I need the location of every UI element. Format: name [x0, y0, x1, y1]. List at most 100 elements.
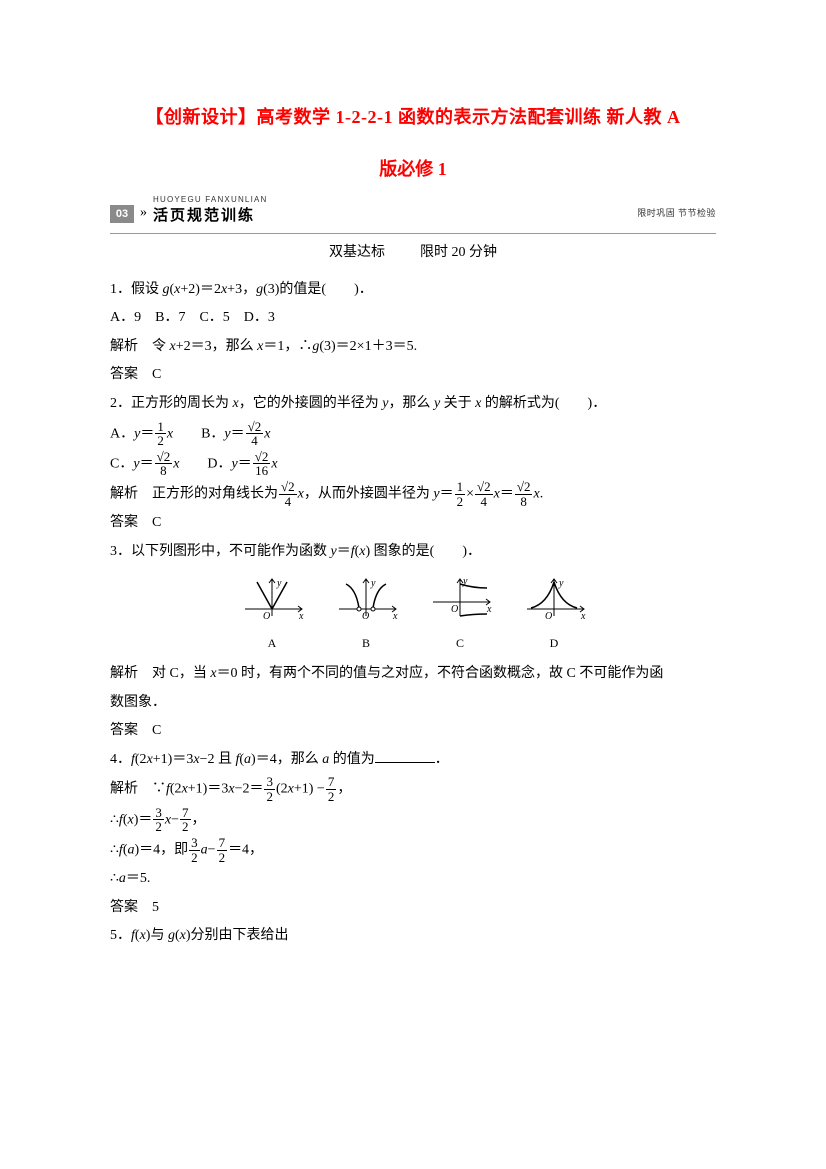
q2-fracA-den: 2 — [155, 434, 166, 448]
q4-f: )＝4，那么 — [251, 752, 322, 767]
q2-optionsCD: C．y＝√28x D．y＝√216x — [110, 450, 716, 478]
doc-title-line2: 版必修 1 — [110, 152, 716, 186]
q1-d: +3， — [227, 282, 256, 297]
q2-a: 2．正方形的周长为 — [110, 396, 233, 411]
q2-e: 的解析式为( )． — [481, 396, 606, 411]
section-badge: 03 — [110, 205, 134, 223]
q2-an-fr2-n: 1 — [455, 480, 466, 495]
q2-an-fr4-d: 8 — [515, 495, 533, 509]
q5-text: 5．f(x)与 g(x)分别由下表给出 — [110, 923, 716, 950]
q4-fr1: 32 — [264, 775, 275, 803]
graph-b-label: B — [331, 632, 401, 655]
q4-l2-e: ， — [192, 812, 206, 827]
q2-optD-pre: D． — [207, 456, 231, 471]
q2-an-fr3: √24 — [475, 480, 493, 508]
q2-an-a: 正方形的对角线长为 — [152, 486, 278, 501]
q4-l3-fr2-d: 2 — [217, 851, 228, 865]
q3-analysis: 解析 对 C，当 x＝0 时，有两个不同的值与之对应，不符合函数概念，故 C 不… — [110, 661, 716, 688]
graph-c: y x O C — [425, 574, 495, 655]
q4-l2-fr2-d: 2 — [180, 820, 191, 834]
q3-d: ) 图象的是( )． — [366, 544, 482, 559]
q4-line3: ∴f(a)＝4，即32a−72＝4， — [110, 836, 716, 864]
section-title-text: 活页规范训练 — [153, 208, 255, 224]
q4-l3-fr2: 72 — [217, 836, 228, 864]
q2-an-fr4: √28 — [515, 480, 533, 508]
graph-c-svg: y x O — [425, 574, 495, 622]
q4-analysis1: 解析 ∵f(2x+1)＝3x−2＝32(2x+1) −72， — [110, 775, 716, 803]
q4-blank — [375, 749, 435, 763]
q4-an-g: ， — [337, 782, 351, 797]
q2-xA: x — [167, 426, 173, 441]
center-gap — [389, 245, 417, 260]
q3-analysis-2: 数图象． — [110, 690, 716, 717]
q4-l3-c: )＝4，即 — [134, 842, 188, 857]
q2-optionsAB: A．y＝12x B．y＝√24x — [110, 420, 716, 448]
q4-fr2-n: 7 — [326, 775, 337, 790]
q3-answer: 答案 C — [110, 718, 716, 745]
q4-line4: ∴a＝5. — [110, 866, 716, 893]
q2-fracD: √216 — [253, 450, 271, 478]
graph-b-o: O — [362, 611, 369, 622]
q2-an-fr3-n: √2 — [475, 480, 493, 495]
graph-b-svg: y x O — [331, 574, 401, 622]
q4-an-e: (2 — [276, 782, 288, 797]
q4-an-f: +1) − — [294, 782, 325, 797]
q4-analysis-label: 解析 — [110, 782, 138, 797]
q2-xD: x — [271, 456, 277, 471]
q2-an-c: ＝ — [440, 486, 454, 501]
q4-l2-fr1-n: 3 — [153, 806, 164, 821]
graph-a-svg: y x O — [237, 574, 307, 622]
graph-a-label: A — [237, 632, 307, 655]
q2-optA-pre: A． — [110, 426, 134, 441]
q2-analysis-label: 解析 — [110, 486, 138, 501]
q2-d: 关于 — [440, 396, 475, 411]
section-header-left: 03 » HUOYEGU FANXUNLIAN 活页规范训练 — [110, 196, 268, 231]
section-header: 03 » HUOYEGU FANXUNLIAN 活页规范训练 限时巩固 节节检验 — [110, 196, 716, 234]
section-title-wrap: HUOYEGU FANXUNLIAN 活页规范训练 — [153, 196, 268, 231]
q4-d: −2 且 — [200, 752, 236, 767]
q4-answer-val: 5 — [152, 900, 159, 915]
q2-an-x3: x — [533, 486, 539, 501]
q2-fracB-num: √2 — [246, 420, 264, 435]
q2-xC: x — [173, 456, 179, 471]
q4-l2-d: − — [171, 812, 179, 827]
graph-d-label: D — [519, 632, 589, 655]
q3-analysis-label: 解析 — [110, 666, 138, 681]
q4-fr1-n: 3 — [264, 775, 275, 790]
q4-l4-b: ＝5. — [126, 871, 151, 886]
q2-yA: y — [134, 426, 140, 441]
q1-answer: 答案 C — [110, 362, 716, 389]
section-pinyin: HUOYEGU FANXUNLIAN — [153, 196, 268, 204]
q1-an-d: (3)＝2×1＋3＝5. — [319, 339, 417, 354]
q4-an-d: −2＝ — [235, 782, 264, 797]
q4-an-c: +1)＝3 — [188, 782, 229, 797]
q4-fr2: 72 — [326, 775, 337, 803]
q4-text: 4．f(2x+1)＝3x−2 且 f(a)＝4，那么 a 的值为． — [110, 747, 716, 774]
q1-a: 1．假设 — [110, 282, 163, 297]
graph-b: y x O B — [331, 574, 401, 655]
q2-an-fr2-d: 2 — [455, 495, 466, 509]
q4-a: 4． — [110, 752, 131, 767]
q4-l3-fr2-n: 7 — [217, 836, 228, 851]
q2-optB-pre: B． — [201, 426, 224, 441]
q4-l2-fr2-n: 7 — [180, 806, 191, 821]
q2-an-fr1: √24 — [279, 480, 297, 508]
center-info: 双基达标 限时 20 分钟 — [110, 240, 716, 267]
graph-d-x: x — [580, 611, 586, 622]
q4-fr1-d: 2 — [264, 790, 275, 804]
q2-analysis: 解析 正方形的对角线长为√24x，从而外接圆半径为 y＝12×√24x＝√28x… — [110, 480, 716, 508]
graph-b-x: x — [392, 611, 398, 622]
q2-fracB: √24 — [246, 420, 264, 448]
q1-analysis-label: 解析 — [110, 339, 138, 354]
q3-a: 3．以下列图形中，不可能作为函数 — [110, 544, 331, 559]
q4-l3-e: ＝4， — [228, 842, 263, 857]
graph-c-o: O — [451, 604, 458, 615]
q3-text: 3．以下列图形中，不可能作为函数 y＝f(x) 图象的是( )． — [110, 539, 716, 566]
q3-an-b: ＝0 时，有两个不同的值与之对应，不符合函数概念，故 C 不可能作为函 — [217, 666, 664, 681]
q4-l3-a: ∴ — [110, 842, 119, 857]
graph-a-y: y — [276, 578, 282, 589]
q1-answer-val: C — [152, 367, 161, 382]
q4-c: +1)＝3 — [153, 752, 194, 767]
q4-l3-fr1-n: 3 — [189, 836, 200, 851]
section-header-right: 限时巩固 节节检验 — [637, 205, 716, 222]
